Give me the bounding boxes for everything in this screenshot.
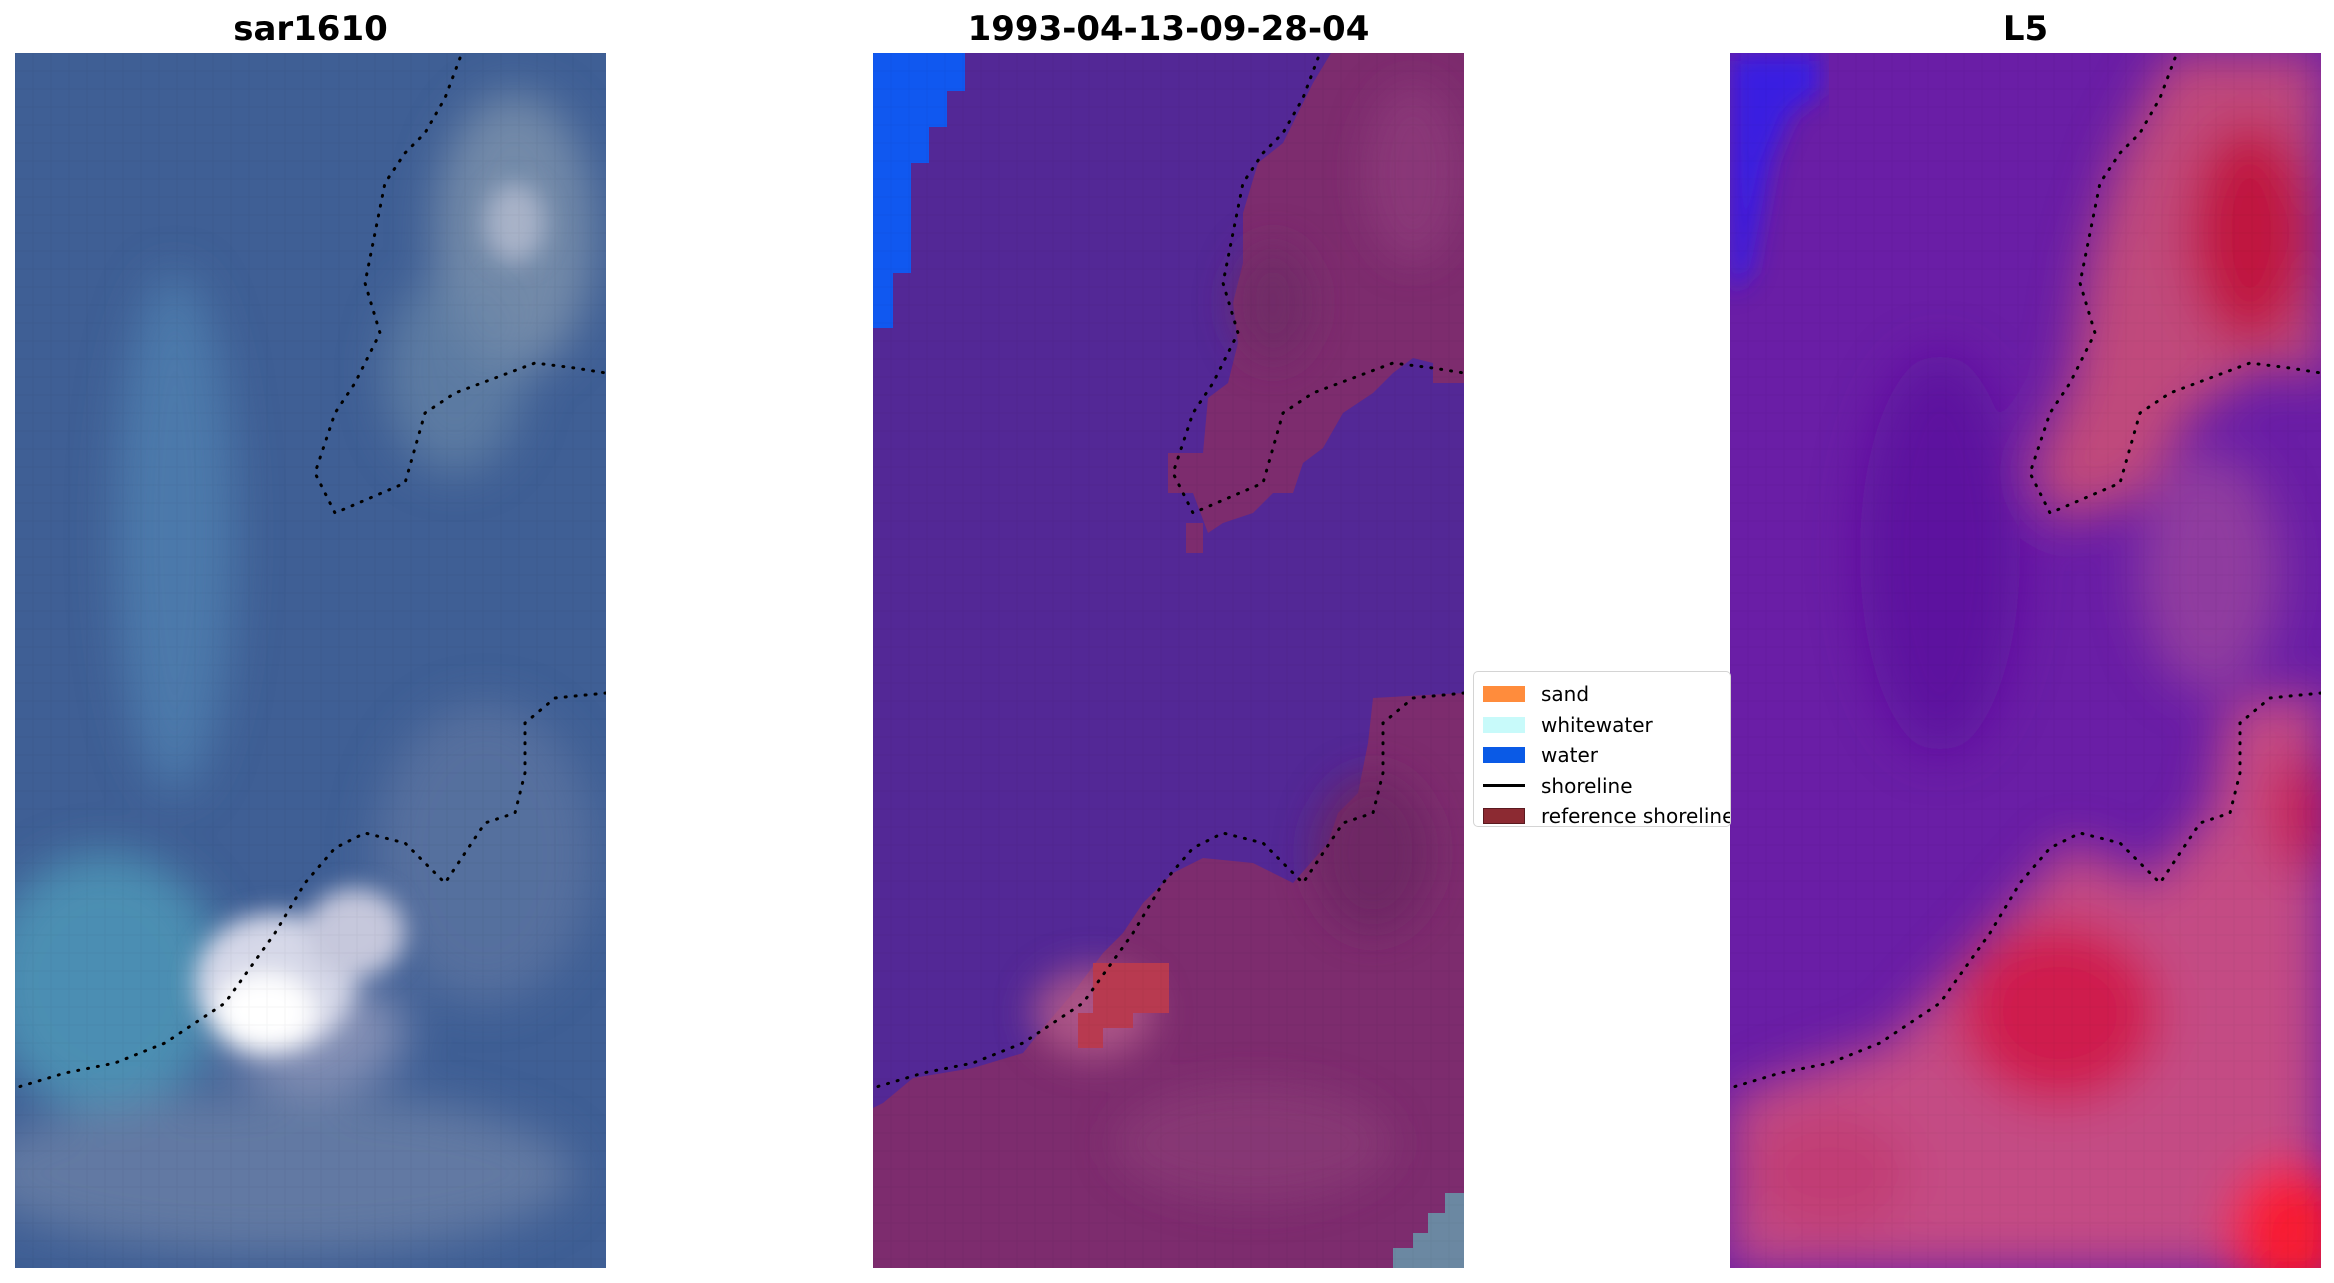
panel-title-l5: L5 <box>2002 9 2049 49</box>
legend-item-sand: sand <box>1474 679 1730 710</box>
legend-line-shoreline <box>1483 784 1525 788</box>
legend-item-whitewater: whitewater <box>1474 710 1730 741</box>
classified-image-panel <box>873 53 1464 1268</box>
sar-image <box>15 53 606 1268</box>
legend-item-water: water <box>1474 740 1730 771</box>
legend-label-whitewater: whitewater <box>1541 712 1653 737</box>
legend-swatch-reference-shoreline <box>1483 808 1525 825</box>
legend-label-shoreline: shoreline <box>1541 773 1633 798</box>
legend-swatch-whitewater <box>1483 716 1525 733</box>
legend-label-reference-shoreline: reference shoreline <box>1541 804 1731 827</box>
legend-swatch-sand <box>1483 686 1525 703</box>
l5-image-panel <box>1730 53 2321 1268</box>
legend-item-reference-shoreline: reference shoreline <box>1474 801 1731 827</box>
panel-title-sar: sar1610 <box>233 9 388 49</box>
legend-label-sand: sand <box>1541 682 1590 707</box>
legend-label-water: water <box>1541 743 1598 768</box>
l5-image <box>1730 53 2321 1268</box>
classified-image <box>873 53 1464 1268</box>
legend-swatch-water <box>1483 747 1525 764</box>
panel-title-date: 1993-04-13-09-28-04 <box>967 9 1370 49</box>
sar-image-panel <box>15 53 606 1268</box>
legend-item-shoreline: shoreline <box>1474 771 1730 802</box>
legend: sand whitewater water shoreline referenc… <box>1473 671 1731 827</box>
